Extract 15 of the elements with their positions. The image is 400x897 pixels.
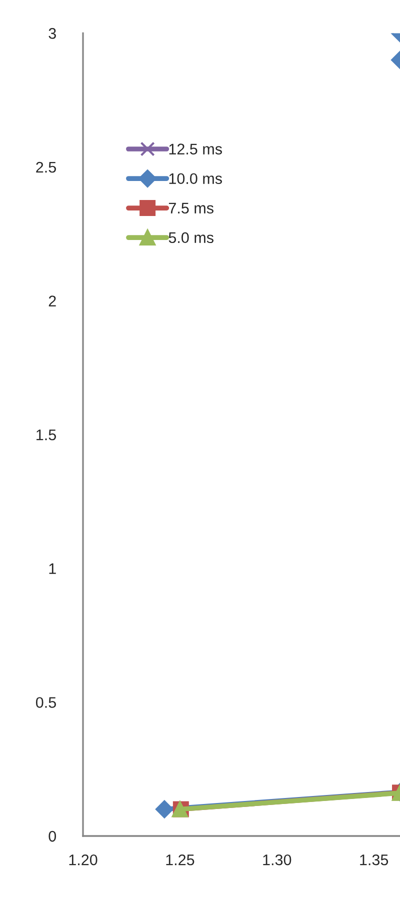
y-tick-label: 1 xyxy=(49,563,56,574)
legend-label: 7.5 ms xyxy=(168,202,214,214)
legend-label: 5.0 ms xyxy=(168,232,214,244)
x-tick-label: 1.25 xyxy=(166,854,194,866)
x-tick-label: 1.30 xyxy=(263,854,292,866)
legend-label: 12.5 ms xyxy=(169,144,222,154)
y-tick-label: 2.5 xyxy=(36,162,56,173)
y-tick-label: 0.5 xyxy=(36,697,56,708)
y-tick-label: 3 xyxy=(48,28,56,39)
legend-label: 10.0 ms xyxy=(169,173,222,184)
x-tick-label: 1.20 xyxy=(69,854,98,866)
y-tick-label: 2 xyxy=(48,296,56,306)
y-tick-label: 0 xyxy=(48,830,56,842)
y-tick-label: 1.5 xyxy=(36,430,56,440)
x-tick-label: 1.35 xyxy=(360,854,388,866)
